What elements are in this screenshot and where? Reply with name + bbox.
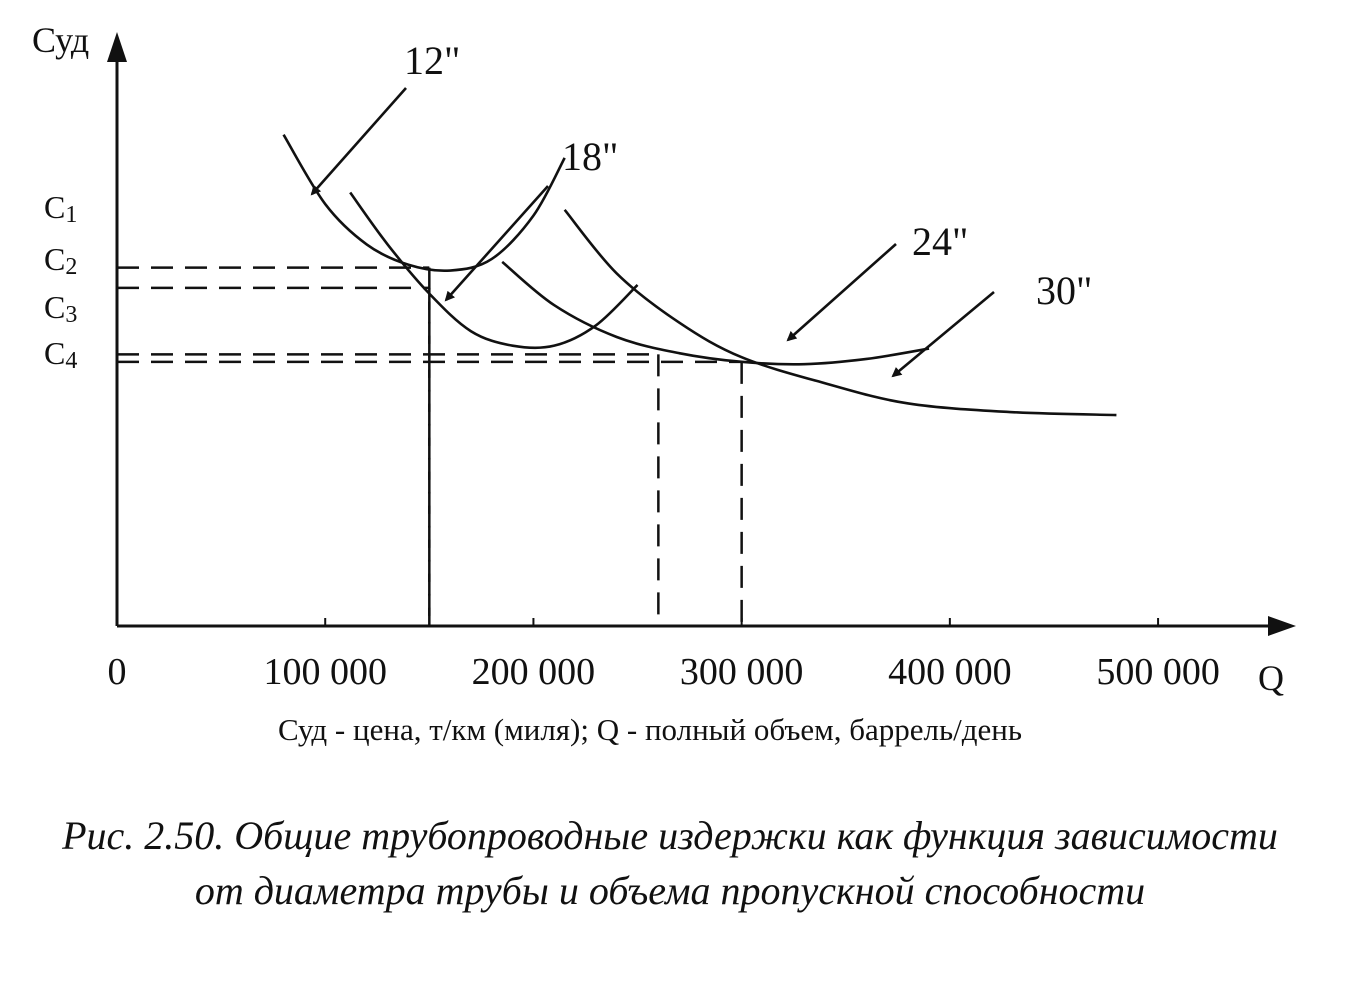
figure-caption: Рис. 2.50. Общие трубопроводные издержки… bbox=[62, 813, 1278, 913]
curve-pointer-arrow bbox=[444, 185, 549, 302]
curve-pointer-arrow bbox=[786, 243, 897, 342]
y-level-label: C1 bbox=[44, 189, 77, 228]
x-tick-label: 300 000 bbox=[680, 651, 804, 693]
x-tick-label: 200 000 bbox=[472, 651, 596, 693]
x-axis-label: Q bbox=[1258, 658, 1284, 698]
x-tick-label: 400 000 bbox=[888, 651, 1012, 693]
y-axis-label: Суд bbox=[32, 20, 89, 60]
y-level-label: C3 bbox=[44, 289, 77, 328]
cost-curve-line bbox=[563, 209, 1117, 417]
cost-curve-line bbox=[349, 191, 639, 350]
curve-label: 18" bbox=[562, 134, 618, 179]
x-tick-labels: 0 100 000 200 000 300 000 400 000 500 000 bbox=[108, 618, 1220, 693]
x-tick-label: 500 000 bbox=[1096, 651, 1220, 693]
curve-annotations: 12" 18" 24" 30" bbox=[310, 38, 1092, 378]
cost-curves bbox=[282, 134, 1117, 417]
guide-lines bbox=[117, 266, 743, 626]
x-tick-label: 100 000 bbox=[263, 651, 387, 693]
cost-curve-line bbox=[501, 260, 930, 366]
x-tick-label: 0 bbox=[108, 651, 127, 693]
y-axis-arrow bbox=[107, 32, 127, 62]
y-level-label: C2 bbox=[44, 241, 77, 280]
curve-pointer-arrow bbox=[310, 87, 407, 196]
y-level-labels: C1 C2 C3 C4 bbox=[44, 189, 77, 374]
y-level-label: C4 bbox=[44, 335, 77, 374]
cost-curve-line bbox=[282, 134, 566, 273]
curve-pointer-arrow bbox=[891, 291, 995, 378]
units-note: Суд - цена, т/км (миля); Q - полный объе… bbox=[277, 712, 1023, 747]
curve-label: 12" bbox=[404, 38, 460, 83]
curve-label: 24" bbox=[912, 219, 968, 264]
curve-label: 30" bbox=[1036, 268, 1092, 313]
x-axis-arrow bbox=[1268, 616, 1296, 636]
